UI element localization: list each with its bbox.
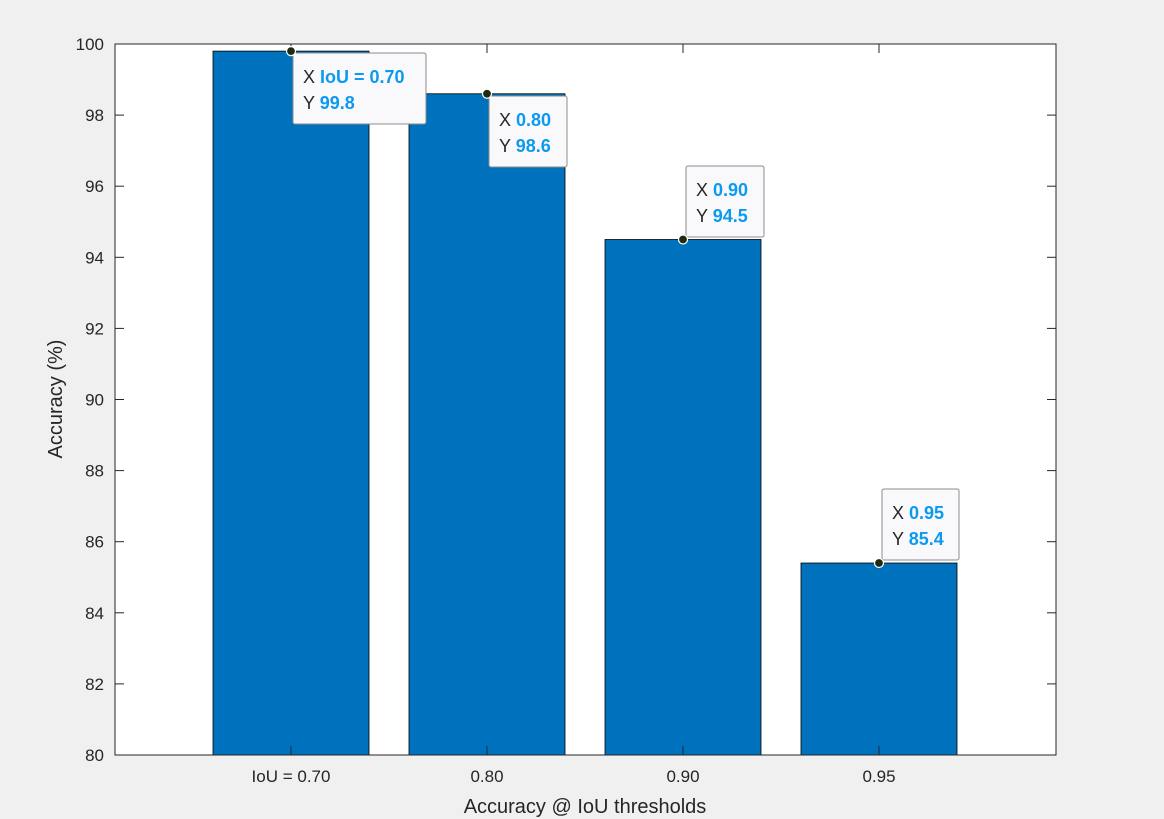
datatip-x-prefix: X xyxy=(303,67,320,87)
datatip-y-line: Y 98.6 xyxy=(499,136,551,156)
y-tick-label: 84 xyxy=(85,604,104,623)
datatip-x-line: X 0.80 xyxy=(499,110,551,130)
datatip-y-value: 98.6 xyxy=(516,136,551,156)
bar-3[interactable] xyxy=(604,239,762,756)
y-tick-label: 92 xyxy=(85,319,104,338)
datatip-y-line: Y 99.8 xyxy=(303,93,355,113)
bars-group xyxy=(212,50,958,756)
datatip-y-line: Y 94.5 xyxy=(696,206,748,226)
datatip-marker[interactable] xyxy=(285,46,297,57)
datatip-y-prefix: Y xyxy=(499,136,516,156)
datatip-x-prefix: X xyxy=(892,503,909,523)
datatips-group[interactable]: X IoU = 0.70Y 99.8X 0.80Y 98.6X 0.90Y 94… xyxy=(285,46,960,569)
y-tick-label: 82 xyxy=(85,675,104,694)
ticks-group: 80 82 84 86 88 90 92 94 96 98 100 IoU = 0.70 0.80 0.9… xyxy=(76,35,1056,786)
datatip-box xyxy=(881,488,960,561)
y-tick-label: 100 xyxy=(76,35,104,54)
datatip-y-value: 99.8 xyxy=(320,93,355,113)
datatip-y-prefix: Y xyxy=(892,529,909,549)
x-axis-label: Accuracy @ IoU thresholds xyxy=(464,796,707,818)
datatip-marker[interactable] xyxy=(873,557,885,569)
bar-1[interactable] xyxy=(212,50,370,756)
datatip-x-line: X IoU = 0.70 xyxy=(303,67,405,87)
bar-2[interactable] xyxy=(408,93,566,756)
datatip-x-value: IoU = 0.70 xyxy=(320,67,405,87)
x-tick-label: 0.95 xyxy=(862,767,895,786)
datatip-x-prefix: X xyxy=(499,110,516,130)
datatip-y-value: 94.5 xyxy=(713,206,748,226)
datatip-2[interactable]: X 0.80Y 98.6 xyxy=(481,88,568,168)
datatip-marker[interactable] xyxy=(481,88,493,99)
y-tick-label: 98 xyxy=(85,106,104,125)
datatip-x-value: 0.95 xyxy=(909,503,944,523)
y-tick-label: 96 xyxy=(85,177,104,196)
x-tick-label: 0.90 xyxy=(666,767,699,786)
datatip-x-value: 0.90 xyxy=(713,180,748,200)
y-tick-label: 94 xyxy=(85,248,104,267)
datatip-x-line: X 0.95 xyxy=(892,503,944,523)
x-tick-label: 0.80 xyxy=(470,767,503,786)
y-tick-label: 90 xyxy=(85,391,104,410)
datatip-y-line: Y 85.4 xyxy=(892,529,944,549)
y-tick-label: 86 xyxy=(85,533,104,552)
datatip-box xyxy=(685,165,765,238)
datatip-y-prefix: Y xyxy=(696,206,713,226)
datatip-1[interactable]: X IoU = 0.70Y 99.8 xyxy=(285,46,427,125)
y-tick-label: 80 xyxy=(85,746,104,765)
datatip-x-value: 0.80 xyxy=(516,110,551,130)
x-tick-label: IoU = 0.70 xyxy=(252,767,331,786)
datatip-3[interactable]: X 0.90Y 94.5 xyxy=(677,165,765,245)
y-tick-label: 88 xyxy=(85,462,104,481)
datatip-y-value: 85.4 xyxy=(909,529,944,549)
datatip-x-line: X 0.90 xyxy=(696,180,748,200)
datatip-box xyxy=(488,95,568,168)
datatip-4[interactable]: X 0.95Y 85.4 xyxy=(873,488,960,569)
datatip-box xyxy=(292,52,427,125)
datatip-y-prefix: Y xyxy=(303,93,320,113)
bar-4[interactable] xyxy=(800,562,958,756)
datatip-x-prefix: X xyxy=(696,180,713,200)
datatip-marker[interactable] xyxy=(677,234,689,245)
y-axis-label: Accuracy (%) xyxy=(45,340,67,459)
